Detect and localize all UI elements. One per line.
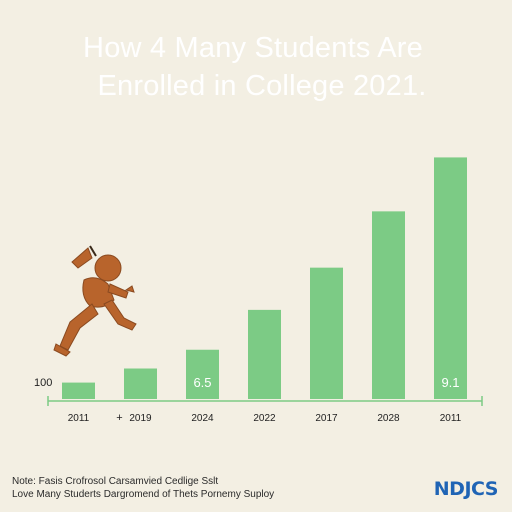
- bar-4: [248, 309, 281, 399]
- chart-title-line-2: Enrolled in College 2021.: [97, 70, 427, 102]
- data-label-7: 9.1: [441, 375, 459, 390]
- x-tick-label-7: 2011: [440, 413, 462, 424]
- data-label-3: 6.5: [193, 375, 211, 390]
- chart-note-line-1: Note: Fasis Crofrosol Carsamvied Cedlige…: [12, 476, 219, 487]
- brand-logo: NDJCS: [433, 478, 499, 500]
- x-tick-label-6: 2028: [377, 413, 400, 424]
- bar-5: [310, 267, 343, 399]
- bar-6: [372, 211, 405, 399]
- x-tick-label-2: 2019: [129, 413, 152, 424]
- bar-2: [124, 368, 157, 399]
- chart-title-line-1: How 4 Many Students Are: [83, 32, 423, 64]
- bar-1: [62, 382, 95, 399]
- y-tick-label: 100: [34, 377, 52, 389]
- bar-7: [434, 157, 467, 399]
- bar-3: [186, 349, 219, 399]
- x-tick-label-3: 2024: [191, 413, 214, 424]
- chart-note-line-2: Love Many Studerts Dargromend of Thets P…: [12, 489, 275, 500]
- x-tick-mark-2: +: [116, 412, 122, 424]
- x-tick-label-1: 2011: [68, 413, 90, 424]
- x-tick-label-5: 2017: [315, 413, 338, 424]
- x-tick-label-4: 2022: [253, 413, 276, 424]
- running-student-figure: [53, 245, 137, 357]
